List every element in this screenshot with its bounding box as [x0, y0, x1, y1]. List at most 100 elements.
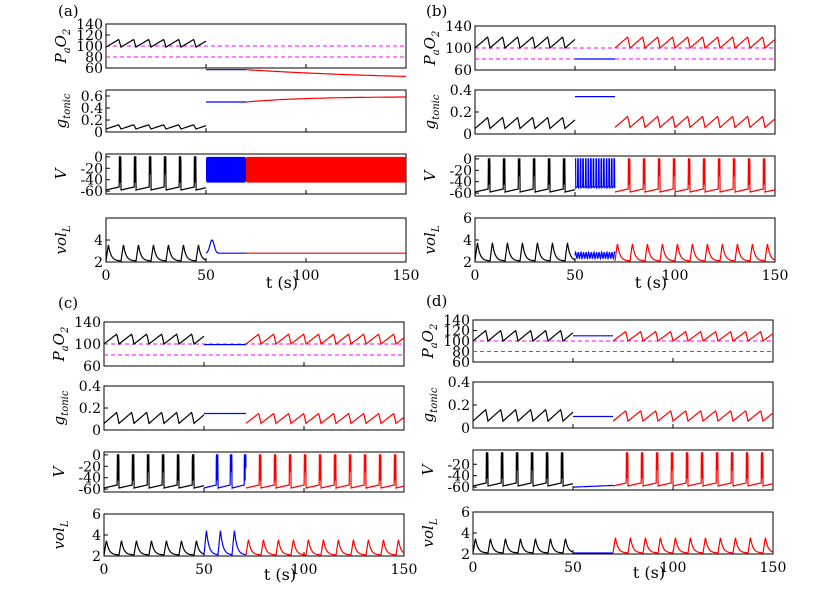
- y-tick-label: 0.4: [450, 83, 472, 99]
- y-tick-label: 120: [443, 324, 470, 340]
- y-axis-label: V: [421, 168, 439, 181]
- y-tick-label: 140: [443, 313, 470, 329]
- panel-d: (d)1401201008060PaO20.40.20gtonic-20-40-…: [419, 292, 786, 582]
- y-tick-label: 0.4: [448, 375, 470, 391]
- series-after: [614, 158, 776, 194]
- subplot-gtonic: 0.4 0.2 0 gtonic: [419, 375, 774, 437]
- series-after: [612, 537, 774, 554]
- x-tick-label: 50: [564, 560, 582, 576]
- series-after: [612, 410, 774, 423]
- y-tick-label: 6: [92, 507, 101, 523]
- y-tick-label: 4: [94, 233, 103, 249]
- subplot-V: 0-20-40-60 V: [52, 150, 407, 200]
- y-tick-label: -40: [80, 173, 103, 189]
- x-tick-label: 100: [662, 268, 689, 284]
- series-during: [206, 156, 246, 183]
- y-tick-label: 120: [76, 28, 103, 44]
- x-tick-label: 0: [100, 562, 109, 578]
- subplot-volL: 6 4 2 volL: [421, 211, 776, 271]
- y-tick-label: 6: [461, 505, 470, 521]
- y-tick-label: 6: [463, 211, 472, 227]
- y-tick-label: 2: [94, 255, 103, 271]
- axes-box: [103, 513, 405, 557]
- y-tick-label: 0.2: [81, 113, 103, 129]
- y-axis-label: PaO2: [50, 327, 71, 363]
- y-tick-label: 100: [74, 337, 101, 353]
- y-tick-label: 0.6: [81, 89, 103, 105]
- y-axis-label: volL: [50, 520, 71, 549]
- series-before: [472, 329, 574, 343]
- panel-label: (b): [426, 2, 447, 20]
- series-before: [105, 124, 207, 130]
- series-after: [246, 69, 407, 78]
- series-after: [614, 36, 776, 50]
- series-during: [574, 250, 616, 261]
- subplot-gtonic: 0.4 0.2 0 gtonic: [421, 83, 776, 143]
- y-tick-label: 0: [94, 125, 103, 141]
- y-tick-label: 4: [463, 233, 472, 249]
- series-before: [474, 242, 576, 262]
- y-tick-label: -40: [447, 469, 470, 485]
- series-during: [573, 484, 613, 488]
- y-axis-label: volL: [52, 225, 73, 254]
- subplot-volL: 4 2 volL: [52, 217, 407, 271]
- y-tick-label: 4: [461, 526, 470, 542]
- series-after: [245, 454, 405, 490]
- y-tick-label: 60: [454, 63, 472, 79]
- y-tick-label: 140: [74, 315, 101, 331]
- y-tick-label: 0.2: [79, 401, 101, 417]
- panel-label: (a): [58, 2, 79, 20]
- series-during: [205, 239, 246, 254]
- x-tick-label: 100: [660, 560, 687, 576]
- series-after: [246, 156, 406, 183]
- x-tick-label: 0: [469, 560, 478, 576]
- series-during: [203, 530, 247, 557]
- y-axis-label: volL: [421, 225, 442, 254]
- axes-box: [472, 511, 774, 555]
- x-tick-label: 100: [293, 268, 320, 284]
- y-tick-label: 60: [83, 359, 101, 375]
- y-tick-label: 2: [463, 255, 472, 271]
- series-before: [472, 408, 574, 423]
- y-tick-label: 0: [92, 448, 101, 464]
- x-tick-label: 50: [195, 562, 213, 578]
- x-tick-label: 50: [197, 268, 215, 284]
- series-before: [474, 116, 576, 130]
- y-tick-label: -40: [78, 471, 101, 487]
- series-after: [612, 330, 774, 343]
- y-tick-label: 4: [92, 528, 101, 544]
- y-tick-label: -20: [80, 161, 103, 177]
- x-axis-label: t (s): [266, 273, 298, 292]
- axes-box: [105, 89, 407, 133]
- x-axis-label: t (s): [264, 565, 296, 584]
- panel-label: (d): [426, 292, 447, 310]
- x-tick-label: 100: [291, 562, 318, 578]
- axes-box: [474, 155, 776, 197]
- subplot-V: 0-20-40-60 V: [50, 448, 405, 498]
- y-axis-label: gtonic: [52, 93, 73, 128]
- x-tick-label: 150: [762, 268, 789, 284]
- y-tick-label: 140: [76, 17, 103, 33]
- y-tick-label: 100: [76, 39, 103, 55]
- y-axis-label: PaO2: [421, 31, 442, 67]
- subplot-volL: 6 4 2 volL: [50, 507, 405, 565]
- y-tick-label: 100: [443, 334, 470, 350]
- series-after: [245, 333, 405, 346]
- y-tick-label: -20: [449, 163, 472, 179]
- y-tick-label: -40: [449, 175, 472, 191]
- y-axis-label: V: [419, 462, 437, 475]
- y-tick-label: 60: [85, 61, 103, 77]
- series-before: [472, 452, 574, 488]
- series-before: [105, 244, 207, 262]
- y-axis-label: gtonic: [421, 94, 442, 129]
- series-before: [105, 156, 207, 192]
- subplot-PaO2: 140 100 60 PaO2: [421, 19, 776, 79]
- series-after: [614, 243, 776, 262]
- series-before: [105, 38, 207, 49]
- y-tick-label: 0: [94, 150, 103, 166]
- x-tick-label: 150: [393, 268, 420, 284]
- x-tick-label: 0: [471, 268, 480, 284]
- subplot-PaO2: 140 100 60 PaO2: [50, 315, 405, 375]
